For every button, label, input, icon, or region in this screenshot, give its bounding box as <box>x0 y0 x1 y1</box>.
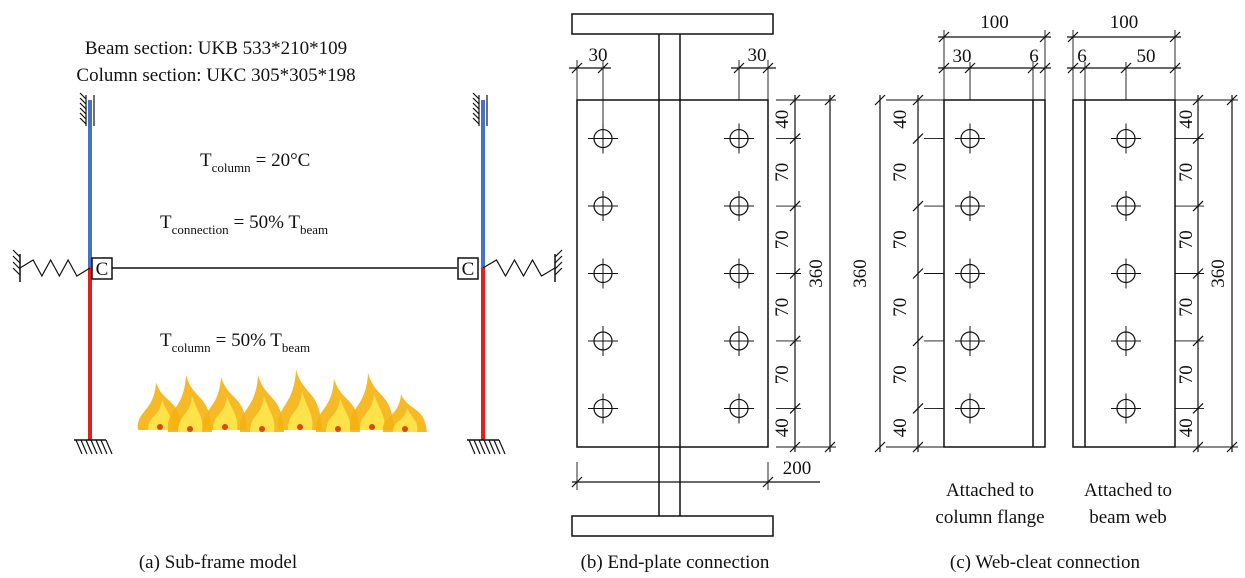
fire <box>157 424 163 430</box>
dim-value: 30 <box>589 45 608 66</box>
support-hatch <box>479 440 485 454</box>
dim-value: 70 <box>772 365 793 384</box>
support-hatch <box>13 268 20 275</box>
dim-value: 200 <box>783 458 812 479</box>
dim-value: 70 <box>772 230 793 249</box>
cleat-label: column flange <box>935 507 1044 528</box>
dim-value: 100 <box>980 12 1009 33</box>
dim-value: 30 <box>748 45 767 66</box>
caption-c: (c) Web-cleat connection <box>950 552 1141 573</box>
support-hatch <box>555 262 562 269</box>
support-hatch <box>101 440 107 454</box>
support-hatch <box>76 440 82 454</box>
fire <box>259 426 265 432</box>
cleat-label: beam web <box>1089 507 1167 528</box>
dim-value: 6 <box>1029 46 1039 67</box>
dim-value: 30 <box>953 46 972 67</box>
cleat-label: Attached to <box>1084 480 1172 501</box>
fire <box>222 424 228 430</box>
dim-value: 70 <box>772 298 793 317</box>
support-hatch <box>555 256 562 263</box>
dim-value: 100 <box>1110 12 1139 33</box>
support-hatch <box>13 256 20 263</box>
dim-value: 70 <box>1176 230 1197 249</box>
dim-value: 360 <box>806 259 827 288</box>
support-hatch <box>494 440 500 454</box>
support-hatch <box>555 250 562 257</box>
top-flange <box>572 14 773 34</box>
temp-column-top: Tcolumn= 20°C <box>200 150 310 175</box>
temp-connection: Tconnection= 50% Tbeam <box>160 212 328 237</box>
cleat-label: Attached to <box>946 480 1034 501</box>
caption-b: (b) End-plate connection <box>581 552 770 573</box>
fire <box>335 426 341 432</box>
dim-value: 360 <box>1208 259 1229 288</box>
figure: Beam section: UKB 533*210*109 Column sec… <box>0 0 1245 578</box>
fire <box>187 426 193 432</box>
spring <box>483 260 555 276</box>
support-hatch <box>489 440 495 454</box>
dim-value: 70 <box>1176 365 1197 384</box>
support-hatch <box>86 440 92 454</box>
support-hatch <box>474 440 480 454</box>
fire <box>297 424 303 430</box>
beam-section: Beam section: UKB 533*210*109 <box>85 38 347 59</box>
dim-value: 70 <box>772 163 793 182</box>
dim-value: 70 <box>1176 163 1197 182</box>
dim-value: 70 <box>1176 298 1197 317</box>
support-hatch <box>91 440 97 454</box>
support-hatch <box>484 440 490 454</box>
dim-value: 6 <box>1077 46 1087 67</box>
support-hatch <box>469 440 475 454</box>
dim-value: 70 <box>890 298 911 317</box>
support-hatch <box>96 440 102 454</box>
spring <box>20 260 90 276</box>
dim-value: 40 <box>1176 110 1197 129</box>
support-hatch <box>555 268 562 275</box>
dim-value: 70 <box>890 365 911 384</box>
support-hatch <box>81 440 87 454</box>
dim-value: 40 <box>772 110 793 129</box>
caption-a: (a) Sub-frame model <box>139 552 297 573</box>
dim-value: 40 <box>1176 418 1197 437</box>
dim-value: 40 <box>772 418 793 437</box>
connection-label: C <box>96 259 109 280</box>
support-hatch <box>499 440 505 454</box>
connection-label: C <box>462 259 475 280</box>
bottom-flange <box>572 516 773 536</box>
dim-value: 360 <box>850 259 871 288</box>
fire <box>402 426 408 432</box>
support-hatch <box>106 440 112 454</box>
support-hatch <box>13 262 20 269</box>
fire <box>369 424 375 430</box>
dim-value: 70 <box>890 230 911 249</box>
support-hatch <box>13 250 20 257</box>
dim-value: 40 <box>890 418 911 437</box>
dim-value: 50 <box>1137 46 1156 67</box>
column-section: Column section: UKC 305*305*198 <box>76 65 355 86</box>
dim-value: 40 <box>890 110 911 129</box>
temp-column-bottom: Tcolumn= 50% Tbeam <box>160 330 310 355</box>
dim-value: 70 <box>890 163 911 182</box>
